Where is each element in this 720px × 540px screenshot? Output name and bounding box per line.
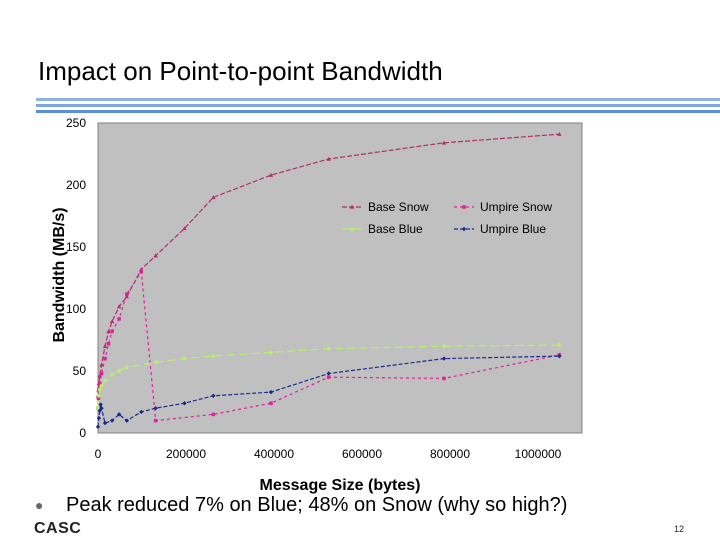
data-point-base-snow: [153, 253, 158, 258]
data-point-umpire-blue: [96, 415, 102, 421]
footer-casc: CASC: [34, 520, 82, 537]
data-point-base-blue: [182, 356, 187, 361]
page-number: 12: [674, 524, 685, 534]
data-point-base-blue: [97, 387, 102, 392]
data-point-umpire-blue: [182, 401, 187, 406]
x-tick-label: 200000: [166, 447, 206, 461]
legend-marker: [461, 226, 467, 232]
data-point-umpire-blue: [441, 356, 447, 361]
data-point-umpire-blue: [211, 393, 216, 398]
series-layer: [95, 131, 562, 429]
x-axis-ticks: 0 200000 400000 600000 800000 1000000: [95, 447, 562, 461]
y-tick-label: 100: [66, 302, 86, 316]
legend-marker: [462, 205, 466, 209]
chart-legend: Base Snow Umpire Snow Base Blue Umpire Blue: [342, 200, 552, 236]
data-point-base-blue: [99, 384, 104, 388]
data-point-base-snow: [326, 156, 331, 161]
data-point-umpire-snow: [153, 418, 158, 423]
series-base-blue: [96, 343, 562, 411]
legend-item-base-snow: Base Snow: [342, 200, 429, 214]
data-point-umpire-blue: [116, 412, 122, 417]
data-point-base-blue: [557, 343, 562, 347]
legend-item-umpire-blue: Umpire Blue: [454, 222, 546, 236]
legend-item-base-blue: Base Blue: [342, 222, 423, 236]
title-underline-stripe: [36, 98, 720, 101]
data-point-base-blue: [110, 372, 114, 377]
data-point-base-snow: [99, 362, 104, 367]
data-point-base-blue: [442, 344, 446, 349]
x-tick-label: 600000: [342, 447, 382, 461]
title-underline-stripe: [36, 110, 720, 113]
data-point-umpire-snow: [326, 375, 331, 379]
data-point-umpire-snow: [96, 396, 101, 401]
y-axis-ticks: 0 50 100 150 200 250: [66, 116, 86, 440]
data-point-umpire-blue: [99, 406, 104, 411]
data-point-umpire-blue: [153, 406, 158, 411]
x-axis-label: Message Size (bytes): [260, 477, 421, 494]
data-point-umpire-snow: [269, 401, 273, 405]
y-axis-label: Bandwidth (MB/s): [51, 207, 68, 342]
legend-marker: [349, 204, 355, 209]
data-point-umpire-snow: [98, 381, 102, 386]
legend-marker: [350, 227, 354, 231]
legend-label: Base Blue: [368, 222, 423, 236]
data-point-base-blue: [326, 346, 331, 351]
legend-label: Umpire Snow: [480, 200, 552, 214]
data-point-umpire-snow: [125, 292, 129, 296]
data-point-base-blue: [124, 365, 129, 370]
data-point-base-blue: [211, 354, 216, 358]
data-point-umpire-blue: [102, 420, 108, 426]
data-point-umpire-blue: [139, 409, 144, 415]
y-tick-label: 200: [66, 178, 86, 192]
data-point-umpire-blue: [95, 424, 101, 429]
legend-label: Umpire Blue: [480, 222, 546, 236]
data-point-base-snow: [182, 226, 187, 231]
data-point-umpire-blue: [268, 389, 274, 395]
data-point-base-snow: [268, 172, 274, 177]
data-point-base-snow: [116, 304, 122, 309]
plot-area: [97, 122, 583, 434]
y-tick-label: 50: [73, 364, 87, 378]
data-point-umpire-blue: [98, 402, 103, 407]
bullet-icon: ●: [35, 497, 44, 513]
x-tick-label: 400000: [254, 447, 294, 461]
data-point-umpire-snow: [139, 270, 144, 274]
data-point-base-blue: [269, 350, 273, 355]
bullet-text: Peak reduced 7% on Blue; 48% on Snow (wh…: [66, 494, 568, 516]
data-point-base-snow: [106, 329, 111, 334]
data-point-base-blue: [97, 393, 101, 398]
data-point-base-snow: [109, 319, 115, 324]
legend-item-umpire-snow: Umpire Snow: [454, 200, 552, 214]
data-point-umpire-snow: [106, 341, 111, 346]
x-tick-label: 0: [95, 447, 102, 461]
data-point-umpire-snow: [110, 329, 114, 334]
data-point-umpire-blue: [557, 353, 562, 359]
y-tick-label: 150: [66, 240, 86, 254]
data-point-base-blue: [117, 369, 121, 373]
data-point-umpire-snow: [99, 371, 104, 376]
title-underline-stripe: [36, 104, 720, 107]
data-point-base-blue: [96, 406, 100, 411]
data-point-umpire-blue: [124, 418, 130, 423]
data-point-base-blue: [153, 360, 158, 365]
data-point-umpire-snow: [442, 376, 446, 381]
data-point-umpire-blue: [109, 418, 115, 423]
data-point-base-blue: [103, 379, 107, 383]
slide-title: Impact on Point-to-point Bandwidth: [38, 56, 443, 86]
x-tick-label: 800000: [430, 447, 470, 461]
data-point-umpire-snow: [103, 356, 107, 361]
data-point-base-snow: [557, 131, 562, 136]
data-point-base-snow: [211, 195, 216, 200]
y-tick-label: 250: [66, 116, 86, 130]
data-point-umpire-snow: [211, 412, 216, 417]
data-point-base-snow: [102, 344, 108, 348]
legend-label: Base Snow: [368, 200, 429, 214]
x-tick-label: 1000000: [515, 447, 562, 461]
data-point-umpire-snow: [117, 317, 121, 321]
y-tick-label: 0: [79, 426, 86, 440]
data-point-umpire-blue: [326, 371, 331, 376]
series-umpire-blue: [95, 353, 562, 429]
data-point-base-snow: [441, 140, 447, 145]
